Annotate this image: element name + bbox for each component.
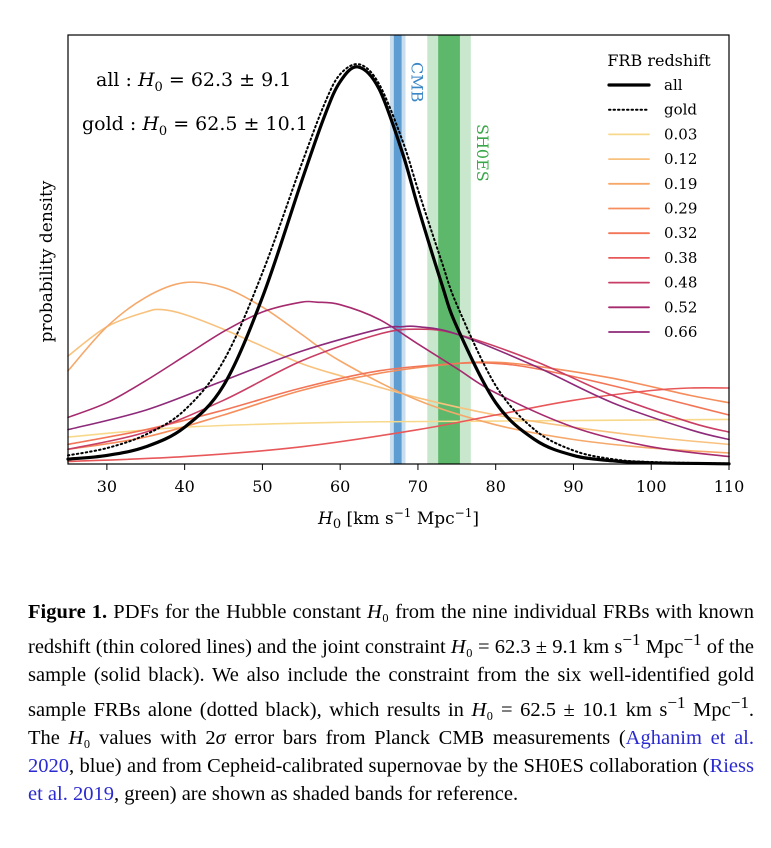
legend-label: 0.52 bbox=[664, 298, 697, 316]
legend-label: gold bbox=[664, 101, 697, 119]
annotation-gold: gold : H0 = 62.5 ± 10.1 bbox=[82, 113, 308, 139]
legend-label: 0.12 bbox=[664, 150, 697, 168]
legend-label: 0.03 bbox=[664, 125, 697, 143]
legend-item: 0.12 bbox=[608, 150, 697, 168]
legend-label: 0.32 bbox=[664, 224, 697, 242]
legend-label: all bbox=[664, 76, 683, 94]
x-tick-label: 90 bbox=[563, 477, 583, 496]
cmb-band-1sigma bbox=[393, 35, 402, 464]
legend-title: FRB redshift bbox=[607, 51, 711, 70]
legend-label: 0.66 bbox=[664, 323, 697, 341]
annotation-all: all : H0 = 62.3 ± 9.1 bbox=[96, 69, 291, 95]
x-tick-label: 40 bbox=[174, 477, 194, 496]
legend-item: 0.48 bbox=[608, 274, 697, 292]
legend-item: 0.66 bbox=[608, 323, 697, 341]
sh0es-band-label: SH0ES bbox=[473, 124, 492, 182]
x-tick-label: 60 bbox=[330, 477, 350, 496]
curve-0-48 bbox=[67, 328, 730, 451]
fit-annotations: all : H0 = 62.3 ± 9.1 gold : H0 = 62.5 ± … bbox=[82, 69, 308, 139]
legend-item: 0.32 bbox=[608, 224, 697, 242]
cmb-band-label: CMB bbox=[407, 62, 426, 102]
curve-all bbox=[66, 65, 731, 466]
legend-item: 0.52 bbox=[608, 298, 697, 316]
legend-item: 0.03 bbox=[608, 125, 697, 143]
x-axis-ticks: 30 40 50 60 70 80 90 100 110 bbox=[97, 464, 745, 496]
curve-0-52 bbox=[67, 300, 730, 458]
curve-0-19 bbox=[67, 281, 730, 454]
legend-item: all bbox=[607, 76, 683, 94]
pdf-curves bbox=[66, 63, 731, 466]
caption-text: PDFs for the Hubble constant H₀ from the… bbox=[28, 601, 755, 805]
y-axis-label: probability density bbox=[37, 180, 57, 342]
hubble-constant-pdf-chart: CMB SH0ES 30 40 50 60 70 80 90 100 110 all : H0 =… bbox=[37, 34, 745, 532]
x-tick-label: 80 bbox=[486, 477, 506, 496]
curve-0-66 bbox=[67, 325, 730, 441]
legend-item: 0.19 bbox=[608, 175, 697, 193]
x-tick-label: 70 bbox=[408, 477, 428, 496]
legend-item: gold bbox=[608, 101, 697, 119]
legend-label: 0.29 bbox=[664, 200, 697, 218]
legend-item: 0.38 bbox=[608, 249, 697, 267]
figure-caption: Figure 1. PDFs for the Hubble constant H… bbox=[28, 598, 754, 808]
legend: FRB redshift all gold 0.03 0.12 0.19 0.29 0.32 0… bbox=[607, 51, 711, 341]
x-tick-label: 110 bbox=[714, 477, 745, 496]
curve-0-38 bbox=[67, 387, 730, 463]
curve-gold bbox=[67, 63, 730, 465]
sh0es-band-1sigma bbox=[438, 35, 460, 464]
legend-label: 0.38 bbox=[664, 249, 697, 267]
legend-item: 0.29 bbox=[608, 200, 697, 218]
legend-label: 0.48 bbox=[664, 274, 697, 292]
x-axis-label: H0 [km s−1 Mpc−1] bbox=[317, 506, 479, 532]
reference-bands: CMB SH0ES bbox=[389, 35, 492, 464]
curve-0-03 bbox=[67, 418, 730, 438]
plot-frame bbox=[67, 34, 730, 465]
x-tick-label: 30 bbox=[97, 477, 117, 496]
caption-label: Figure 1. bbox=[28, 601, 108, 623]
legend-label: 0.19 bbox=[664, 175, 697, 193]
x-tick-label: 50 bbox=[252, 477, 272, 496]
x-tick-label: 100 bbox=[636, 477, 667, 496]
